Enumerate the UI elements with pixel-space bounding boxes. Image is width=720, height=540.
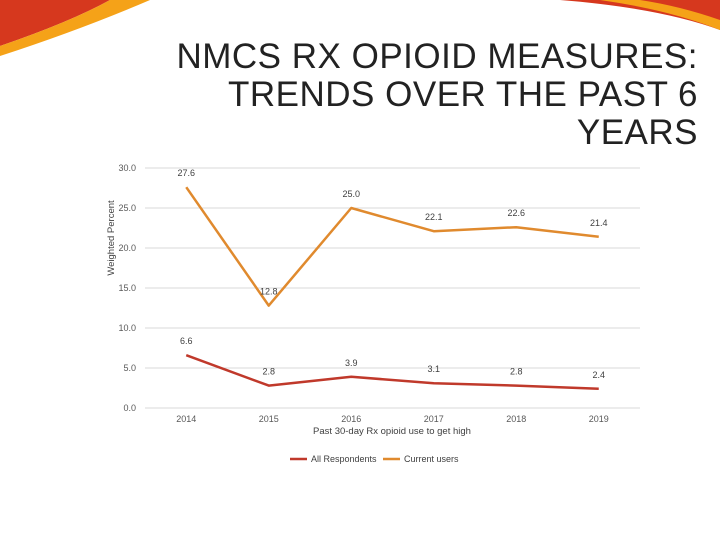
x-axis-title: Past 30-day Rx opioid use to get high xyxy=(313,426,471,437)
legend-label: All Respondents xyxy=(311,454,377,464)
line-chart: 0.05.010.015.020.025.030.0 2014 2015 2016 2… xyxy=(106,163,640,464)
y-tick-label: 15.0 xyxy=(118,283,136,293)
data-label: 6.6 xyxy=(180,336,193,346)
data-label: 2.4 xyxy=(592,370,605,380)
decor-wave-red-right xyxy=(560,0,720,30)
y-tick-label: 0.0 xyxy=(123,403,136,413)
x-tick-label: 2015 xyxy=(259,414,279,424)
y-tick-label: 10.0 xyxy=(118,323,136,333)
data-labels: 6.6 2.8 3.9 3.1 2.8 2.4 27.6 12.8 25.0 22.1 22.6 21… xyxy=(177,168,607,380)
data-label: 27.6 xyxy=(177,168,195,178)
x-tick-label: 2014 xyxy=(176,414,196,424)
corner-decoration xyxy=(0,0,720,56)
y-tick-labels: 0.0 5.0 10.0 15.0 20.0 25.0 30.0 xyxy=(118,163,136,413)
data-label: 21.4 xyxy=(590,218,608,228)
decor-wave-orange-right xyxy=(600,0,720,30)
series-lines xyxy=(185,186,599,391)
y-axis-title: Weighted Percent xyxy=(106,200,117,276)
slide-title: NMCS RX OPIOID MEASURES: TRENDS OVER THE… xyxy=(176,37,698,152)
data-label: 3.1 xyxy=(427,364,440,374)
legend-label: Current users xyxy=(404,454,459,464)
y-tick-label: 30.0 xyxy=(118,163,136,173)
data-label: 22.1 xyxy=(425,212,443,222)
x-tick-label: 2019 xyxy=(589,414,609,424)
decor-wave-orange xyxy=(0,0,150,56)
x-tick-label: 2018 xyxy=(506,414,526,424)
y-tick-label: 5.0 xyxy=(123,363,136,373)
data-label: 25.0 xyxy=(342,189,360,199)
legend: All Respondents Current users xyxy=(290,454,459,464)
x-tick-label: 2016 xyxy=(341,414,361,424)
x-tick-labels: 2014 2015 2016 2017 2018 2019 xyxy=(176,414,609,424)
y-tick-label: 25.0 xyxy=(118,203,136,213)
data-label: 3.9 xyxy=(345,358,358,368)
decor-wave-red xyxy=(0,0,110,46)
series-line-all-respondents xyxy=(185,354,599,391)
y-tick-label: 20.0 xyxy=(118,243,136,253)
data-label: 12.8 xyxy=(260,287,278,297)
data-label: 2.8 xyxy=(510,367,523,377)
data-label: 2.8 xyxy=(262,367,275,377)
series-line-current-users xyxy=(185,186,599,307)
data-label: 22.6 xyxy=(507,208,525,218)
x-tick-label: 2017 xyxy=(424,414,444,424)
gridlines xyxy=(145,167,640,409)
